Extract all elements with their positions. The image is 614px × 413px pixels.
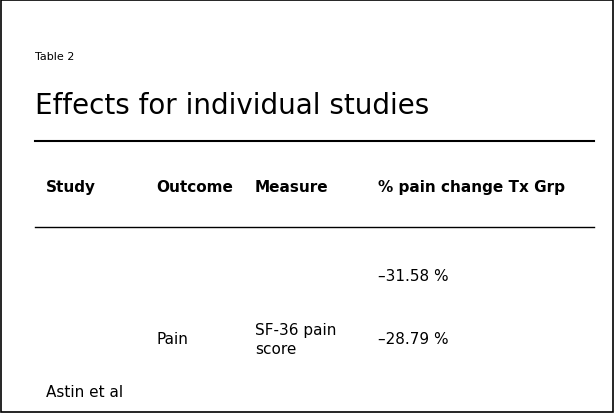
Text: Outcome: Outcome [157,180,233,195]
Text: Pain: Pain [157,332,188,347]
Text: –31.58 %: –31.58 % [378,269,448,284]
Text: Table 2: Table 2 [35,52,74,62]
Text: –28.79 %: –28.79 % [378,332,448,347]
Text: Effects for individual studies: Effects for individual studies [35,92,429,120]
Text: SF-36 pain
score: SF-36 pain score [255,322,336,356]
Text: Study: Study [46,180,96,195]
Text: Measure: Measure [255,180,328,195]
Text: % pain change Tx Grp: % pain change Tx Grp [378,180,565,195]
Text: Astin et al: Astin et al [46,385,123,399]
